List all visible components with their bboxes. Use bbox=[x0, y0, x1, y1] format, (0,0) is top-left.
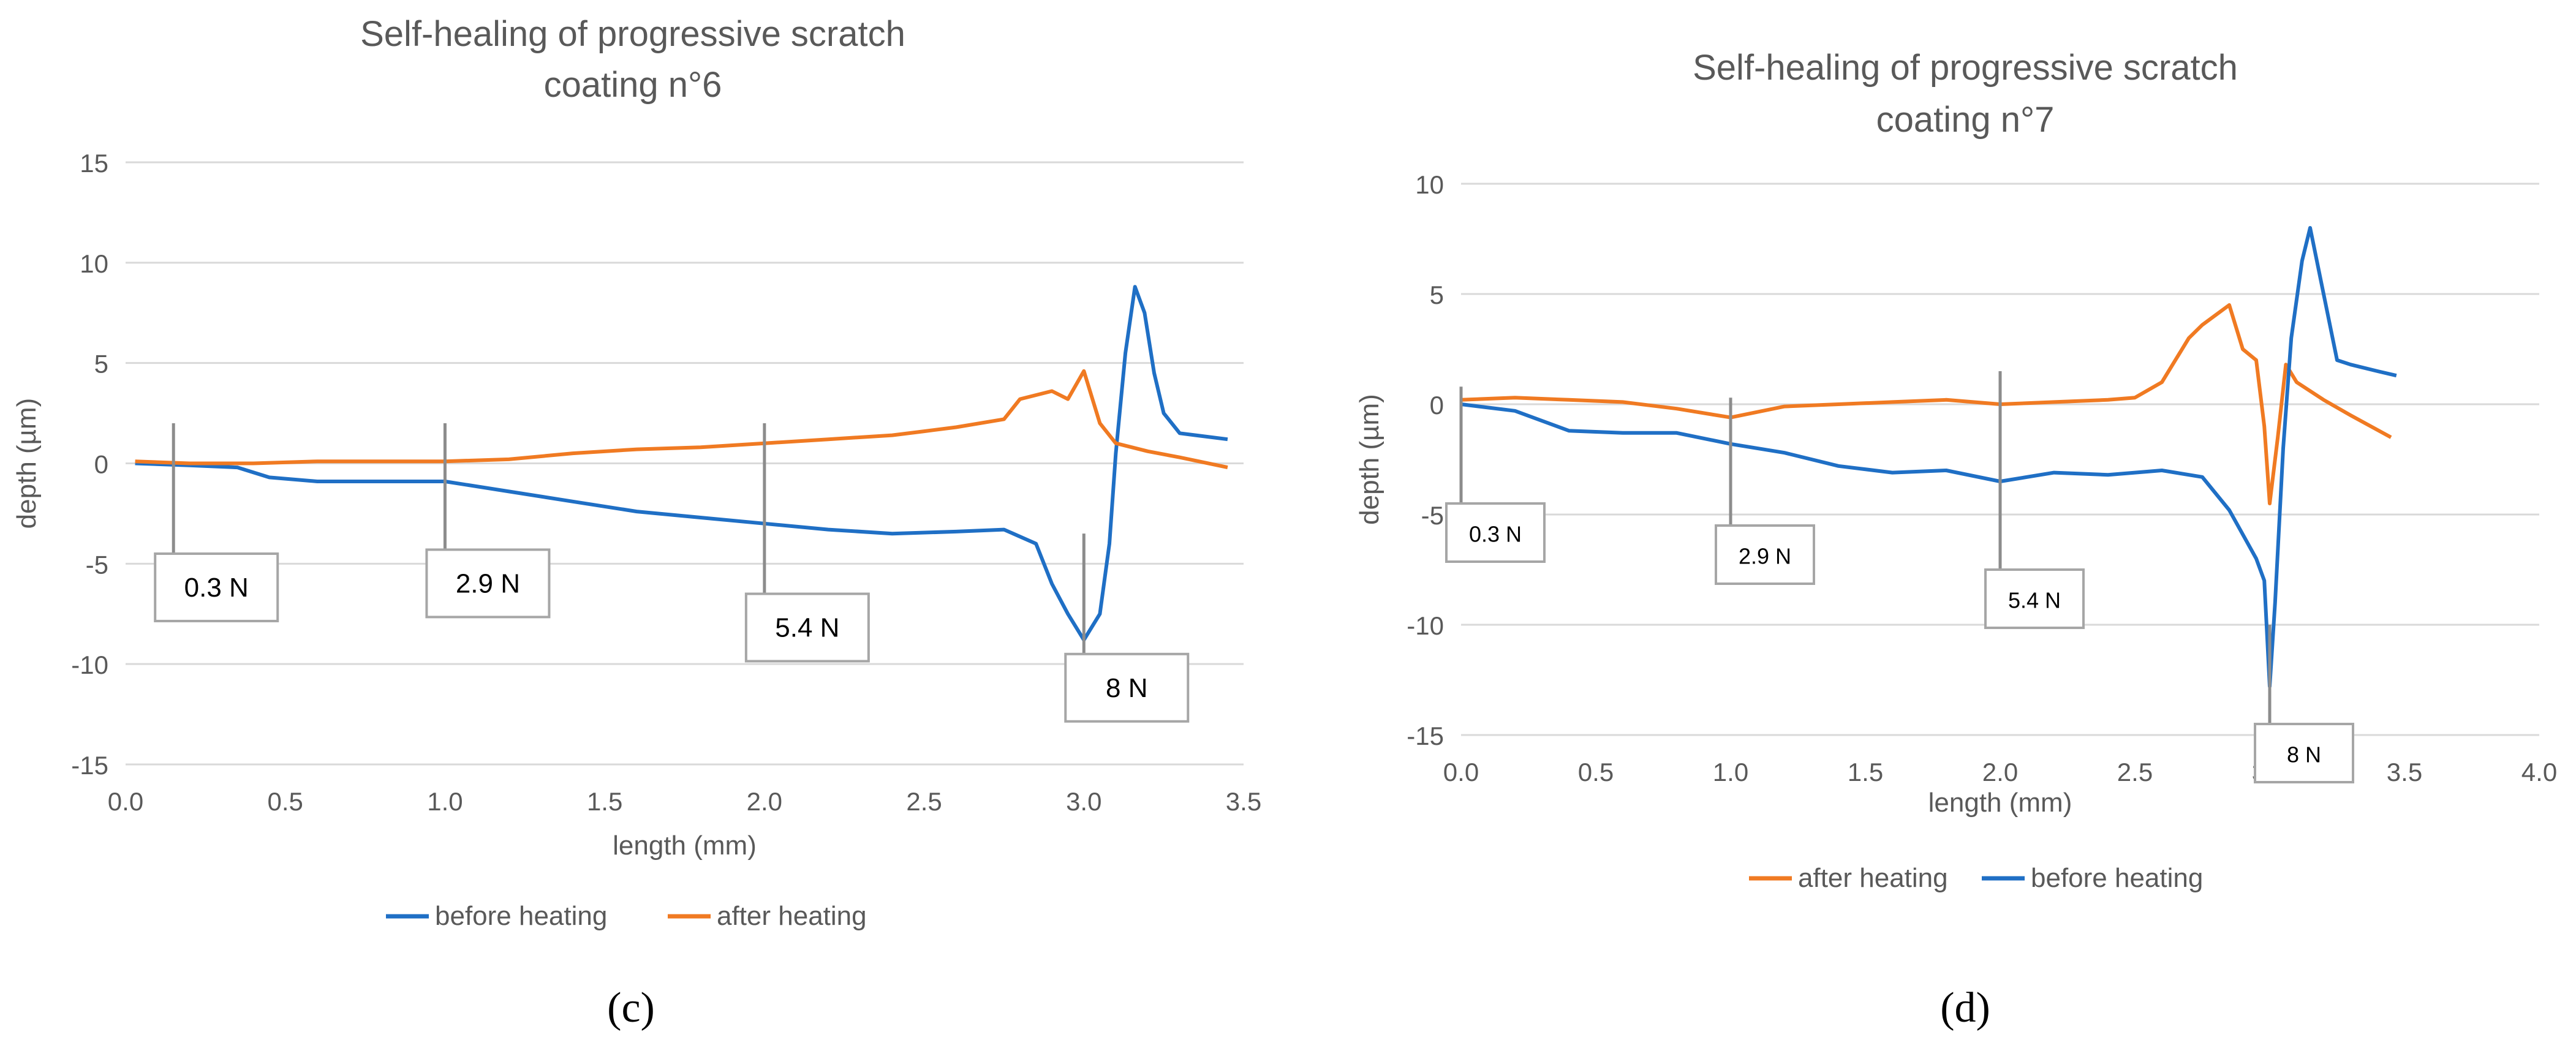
x-tick-label: 2.0 bbox=[1982, 758, 2018, 786]
x-tick-label: 3.5 bbox=[1226, 787, 1261, 816]
annotation-box bbox=[1715, 524, 1815, 585]
y-tick-label: 15 bbox=[80, 149, 108, 178]
legend-label: after heating bbox=[717, 901, 867, 931]
y-tick-label: 10 bbox=[80, 249, 108, 278]
annotation-box bbox=[1445, 502, 1546, 563]
annotation-label: 8 N bbox=[2287, 742, 2321, 767]
chart-c: Self-healing of progressive scratch coati… bbox=[12, 14, 1261, 1031]
y-tick-label: 0 bbox=[1430, 391, 1444, 420]
annotation-label: 8 N bbox=[1106, 673, 1147, 703]
y-axis-label: depth (µm) bbox=[1354, 394, 1384, 525]
x-tick-label: 1.0 bbox=[1713, 758, 1748, 786]
panel-label: (d) bbox=[1940, 984, 1990, 1031]
y-tick-label: 5 bbox=[1430, 281, 1444, 309]
series-line-before-heating bbox=[1460, 226, 2397, 688]
x-tick-label: 4.0 bbox=[2521, 758, 2557, 786]
annotation-label: 0.3 N bbox=[1469, 522, 1522, 547]
legend-label: before heating bbox=[2031, 863, 2203, 893]
y-tick-label: -15 bbox=[71, 751, 108, 780]
x-tick-label: 3.0 bbox=[1066, 787, 1101, 816]
annotation-box bbox=[744, 592, 870, 663]
x-tick-label: 1.0 bbox=[427, 787, 463, 816]
chart-d: Self-healing of progressive scratch coati… bbox=[1354, 48, 2557, 1031]
annotation-label: 2.9 N bbox=[1739, 544, 1791, 569]
legend-label: before heating bbox=[435, 901, 607, 931]
y-tick-label: -5 bbox=[86, 550, 108, 579]
x-tick-label: 0.5 bbox=[268, 787, 303, 816]
y-tick-label: 0 bbox=[94, 450, 108, 479]
legend-label: after heating bbox=[1798, 863, 1948, 893]
annotation-label: 5.4 N bbox=[2008, 588, 2061, 613]
chart-title-line1: Self-healing of progressive scratch bbox=[360, 14, 905, 54]
y-tick-label: -10 bbox=[71, 650, 108, 679]
series-line-before-heating bbox=[135, 285, 1228, 642]
x-tick-label: 2.5 bbox=[906, 787, 942, 816]
annotation-box bbox=[1064, 652, 1190, 723]
y-tick-label: 5 bbox=[94, 350, 108, 379]
y-tick-label: -15 bbox=[1407, 722, 1444, 750]
y-tick-label: -10 bbox=[1407, 611, 1444, 640]
x-tick-label: 3.5 bbox=[2387, 758, 2422, 786]
x-tick-label: 1.5 bbox=[587, 787, 622, 816]
x-tick-label: 0.0 bbox=[108, 787, 143, 816]
y-tick-label: 10 bbox=[1415, 170, 1444, 199]
annotation-box bbox=[425, 548, 551, 619]
x-tick-label: 0.5 bbox=[1578, 758, 1614, 786]
series-line-after-heating bbox=[135, 369, 1228, 470]
annotation-label: 5.4 N bbox=[775, 613, 839, 643]
annotation-box bbox=[1984, 568, 2085, 629]
chart-title-line1: Self-healing of progressive scratch bbox=[1693, 48, 2238, 88]
x-tick-label: 2.5 bbox=[2117, 758, 2153, 786]
panel-label: (c) bbox=[607, 984, 655, 1031]
series-line-after-heating bbox=[1460, 303, 2392, 505]
x-tick-label: 0.0 bbox=[1443, 758, 1479, 786]
x-axis-label: length (mm) bbox=[613, 831, 757, 861]
chart-title-line2: coating n°6 bbox=[544, 65, 722, 105]
annotation-box bbox=[2254, 723, 2354, 783]
x-tick-label: 2.0 bbox=[747, 787, 782, 816]
annotation-label: 2.9 N bbox=[456, 568, 520, 598]
annotation-box bbox=[154, 552, 279, 622]
chart-title-line2: coating n°7 bbox=[1876, 100, 2055, 140]
annotation-label: 0.3 N bbox=[184, 573, 249, 603]
x-axis-label: length (mm) bbox=[1928, 788, 2072, 818]
y-axis-label: depth (µm) bbox=[12, 398, 42, 529]
x-tick-label: 1.5 bbox=[1848, 758, 1883, 786]
y-tick-label: -5 bbox=[1421, 501, 1444, 530]
